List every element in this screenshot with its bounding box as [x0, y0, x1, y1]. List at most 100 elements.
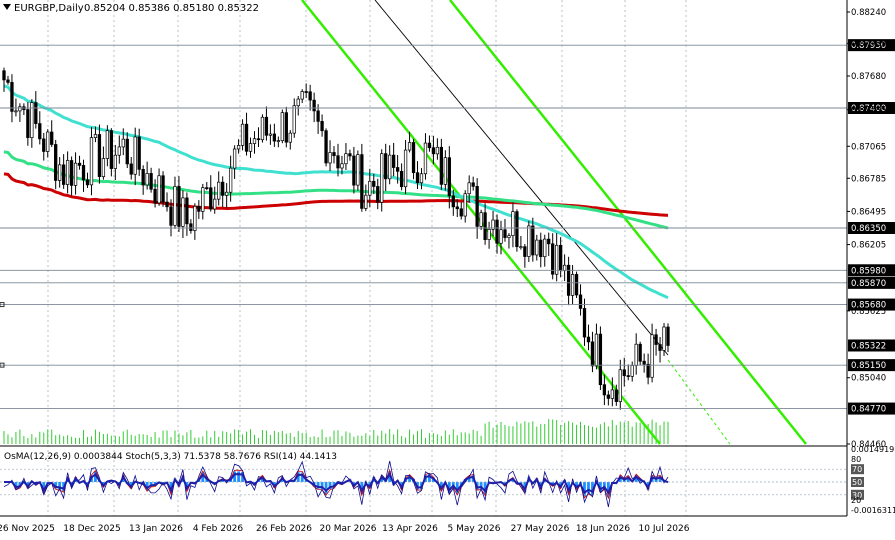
candle-body	[249, 144, 252, 152]
candle-body	[134, 137, 137, 174]
candle-body	[150, 173, 153, 189]
candle-body	[448, 158, 451, 196]
time-axis-label: 26 Nov 2025	[0, 524, 55, 534]
candle-body	[182, 198, 185, 227]
candle-body	[321, 121, 324, 130]
candle-body	[404, 150, 407, 187]
candle-body	[194, 206, 197, 230]
candle-body	[416, 173, 419, 183]
candle-body	[27, 110, 30, 138]
time-axis-label: 18 Dec 2025	[63, 524, 121, 534]
price-tick-label: 0.86785	[851, 174, 886, 184]
candle-body	[631, 366, 634, 377]
candle-body	[420, 174, 423, 183]
oscillator-axis-label: 80	[851, 455, 861, 464]
candle-body	[3, 71, 6, 80]
candle-body	[619, 370, 622, 402]
price-label-text: 0.85870	[851, 279, 886, 289]
candle-body	[551, 244, 554, 274]
candle-body	[368, 181, 371, 195]
candle-body	[384, 154, 387, 179]
oscillator-axis-label: 20	[851, 496, 861, 505]
candle-body	[110, 131, 113, 169]
candle-body	[396, 168, 399, 172]
candle-body	[178, 186, 181, 226]
candle-body	[539, 240, 542, 257]
candle-body	[357, 155, 360, 186]
candle-body	[166, 202, 169, 207]
candle-body	[496, 220, 499, 243]
candle-body	[82, 165, 85, 179]
candle-body	[118, 147, 121, 155]
candle-body	[190, 224, 193, 231]
candle-body	[468, 183, 471, 194]
price-label-text: 0.84770	[851, 405, 886, 415]
candle-body	[639, 344, 642, 361]
candle-body	[456, 207, 459, 209]
candle-body	[663, 327, 666, 350]
candle-body	[480, 213, 483, 227]
candle-body	[301, 92, 304, 100]
candle-body	[198, 206, 201, 211]
osma-bar	[237, 471, 240, 482]
candle-body	[158, 176, 161, 203]
candle-body	[611, 390, 614, 399]
price-label-text: 0.86350	[851, 224, 886, 234]
time-axis-label: 18 Jun 2026	[576, 524, 630, 534]
candle-body	[380, 154, 383, 203]
candle-body	[571, 274, 574, 295]
candle-body	[46, 132, 49, 151]
candle-body	[289, 133, 292, 142]
time-axis-label: 13 Apr 2026	[382, 524, 438, 534]
time-axis-label: 5 May 2026	[448, 524, 501, 534]
time-axis-label: 27 May 2026	[511, 524, 570, 534]
candle-body	[221, 182, 224, 195]
time-axis-label: 4 Feb 2026	[193, 524, 244, 534]
candle-body	[273, 134, 276, 141]
candle-body	[428, 143, 431, 148]
candle-body	[293, 106, 296, 133]
candle-body	[19, 107, 22, 111]
price-tick-label: 0.88240	[851, 8, 886, 18]
time-axis-label: 13 Jan 2026	[129, 524, 183, 534]
candle-body	[345, 154, 348, 164]
candle-body	[528, 226, 531, 257]
candle-body	[205, 188, 208, 189]
candle-body	[516, 212, 519, 247]
candle-body	[635, 344, 638, 365]
candle-body	[122, 139, 125, 147]
candle-body	[667, 327, 670, 345]
candle-body	[524, 247, 527, 257]
oscillator-level-label: 50	[852, 478, 862, 487]
candle-body	[567, 265, 570, 295]
candle-body	[305, 92, 308, 93]
candle-body	[209, 188, 212, 209]
candle-body	[361, 155, 364, 209]
price-label-text: 0.85150	[851, 361, 886, 371]
candle-body	[309, 92, 312, 100]
time-axis-label: 26 Feb 2026	[256, 524, 312, 534]
price-tick-label: 0.87065	[851, 142, 886, 152]
candle-body	[130, 164, 133, 174]
candle-body	[520, 247, 523, 248]
candle-body	[66, 160, 69, 184]
candle-body	[186, 198, 189, 224]
candle-body	[643, 361, 646, 364]
candle-body	[436, 147, 439, 154]
price-tick-label: 0.87385	[851, 106, 886, 116]
candle-body	[138, 137, 141, 169]
candle-body	[94, 135, 97, 138]
candle-body	[400, 171, 403, 186]
price-tick-label: 0.85625	[851, 307, 886, 317]
candle-body	[154, 189, 157, 203]
candle-body	[476, 186, 479, 226]
candle-body	[512, 212, 515, 236]
candle-body	[388, 155, 391, 179]
candle-body	[174, 186, 177, 225]
candle-body	[500, 230, 503, 244]
candle-body	[647, 364, 650, 377]
candle-body	[376, 186, 379, 202]
candle-body	[333, 152, 336, 155]
